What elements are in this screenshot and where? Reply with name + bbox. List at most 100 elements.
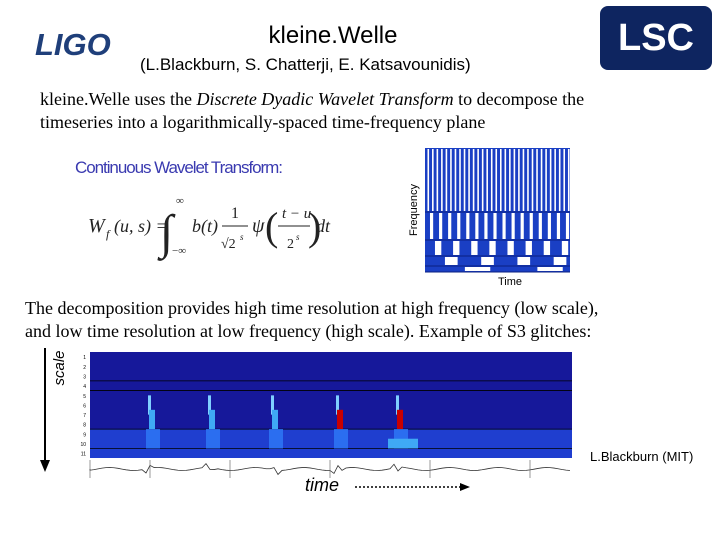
tile [484,213,488,239]
tile [457,213,461,239]
tiling-diagram [425,148,570,273]
tile [477,149,479,211]
equation-part: dt [316,216,331,236]
intro-line-1: kleine.Welle uses the Discrete Dyadic Wa… [40,89,584,109]
glitch [148,395,151,415]
tile [507,241,514,255]
tile [495,149,498,211]
tile [545,149,547,211]
authors: (L.Blackburn, S. Chatterji, E. Katsavoun… [140,55,471,74]
tile [448,213,452,239]
glitch [206,429,220,449]
tile [567,149,570,211]
equation-part: W [88,215,107,237]
tile [490,149,493,211]
tile [436,149,439,211]
tile [471,241,478,255]
tile [547,213,551,239]
intro-text: to decompose the [454,89,584,109]
tile [537,267,563,271]
glitch [208,395,211,415]
tile [509,149,511,211]
equation-part: b(t) [192,216,218,237]
tile [520,213,524,239]
tiling-y-label: Frequency [408,184,420,236]
glitch [334,429,348,449]
tile [475,213,479,239]
equation-part: √2 [221,237,236,252]
tile [499,149,502,211]
scale-tick-label: 3 [83,375,86,381]
tile [525,241,532,255]
scale-tick-label: 1 [83,355,86,361]
tile [563,149,566,211]
tile [486,149,488,211]
scale-tick-label: 11 [81,452,86,458]
glitch [146,429,160,449]
equation-part: 2 [287,237,294,252]
tile [441,149,443,211]
time-label: time [305,475,339,495]
tile [553,257,567,265]
glitch [388,438,418,449]
tile [427,149,430,211]
title: kleine.Welle [269,22,398,49]
paren: ( [265,204,278,249]
scale-tick-label: 7 [83,413,86,419]
equation-heading: Continuous Wavelet Transform: [75,158,283,177]
tile [543,241,551,255]
equation-part: s [240,232,244,242]
scale-tick-label: 6 [83,403,86,409]
scale-tick-label: 4 [83,384,86,390]
tile [468,149,470,211]
equation-part: 1 [231,205,239,222]
tile [493,213,497,239]
tile [429,213,434,239]
intro-line-2: timeseries into a logarithmically-spaced… [40,112,485,132]
tile [558,149,561,211]
tile [556,213,561,239]
scale-arrowhead [40,460,50,472]
time-arrowhead [460,483,470,491]
equation-part: ∞ [176,195,184,207]
glitch [397,409,403,430]
scale-tick-label: 8 [83,423,86,429]
glitch [149,409,155,430]
lsc-logo: LSC [618,17,694,59]
scale-tick-label: 9 [83,432,86,438]
tile [504,149,507,211]
tile [502,213,506,239]
tile [464,267,491,271]
tile [522,149,525,211]
tile [432,149,434,211]
tile [529,213,533,239]
scale-label: scale [51,350,68,385]
integral-sign: ∫ [157,206,176,261]
tile [538,213,542,239]
tile [472,149,475,211]
tile [459,149,461,211]
tile [434,241,442,255]
tile [454,149,457,211]
tiling-x-label: Time [498,276,522,288]
tile [489,241,496,255]
equation-part: f [106,227,111,241]
glitch [336,395,339,415]
tile [481,149,484,211]
timeseries-trace [89,462,571,476]
body-line-1: The decomposition provides high time res… [25,298,598,319]
tile [554,149,556,211]
lsc-logo-bg [600,6,712,70]
tile [450,149,452,211]
body-line-2: and low time resolution at low frequency… [25,321,591,342]
intro-emphasis: Discrete Dyadic Wavelet Transform [196,89,454,109]
glitch [269,429,283,449]
tile [561,241,569,255]
tile [453,241,460,255]
scale-tick-label: 10 [80,442,86,448]
tile [466,213,470,239]
tile [445,149,448,211]
tile [565,213,570,239]
tile [444,257,458,265]
